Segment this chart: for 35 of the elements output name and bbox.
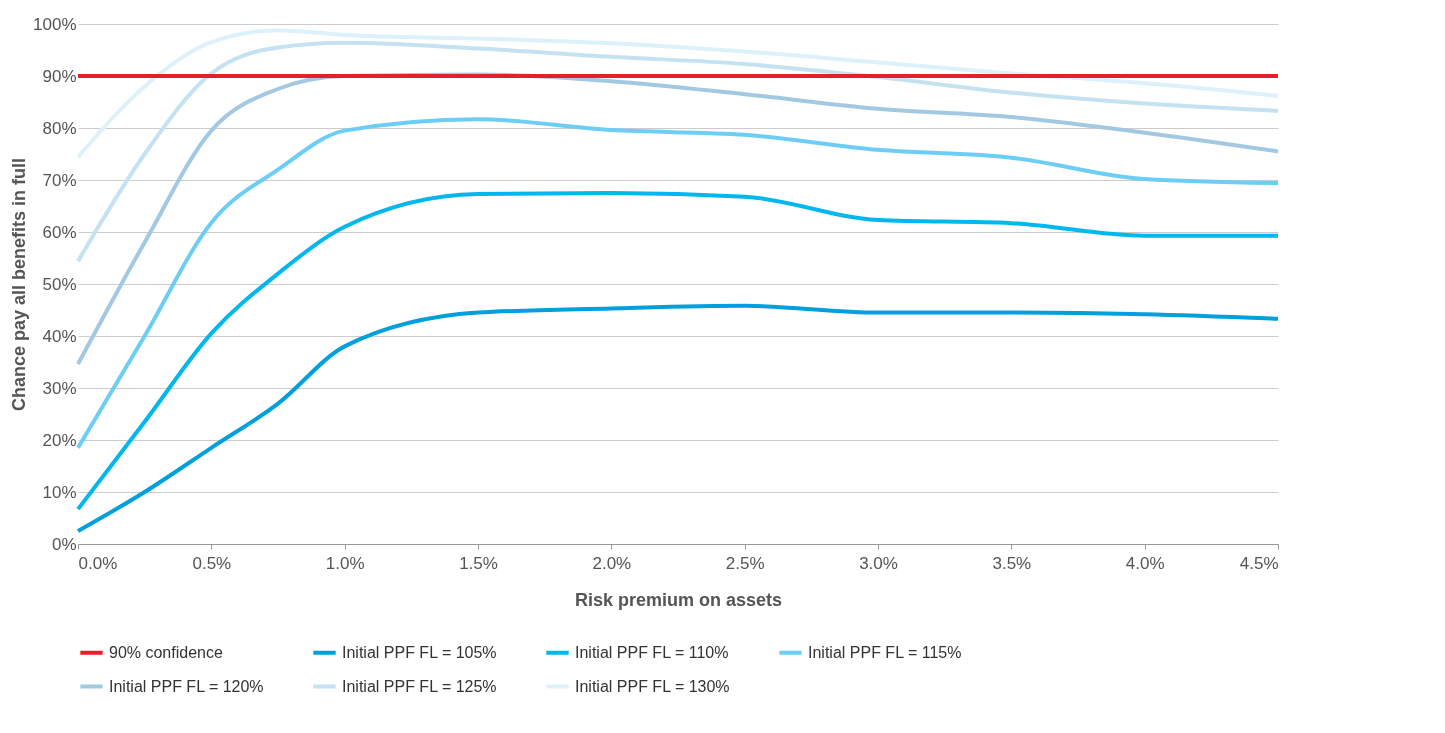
legend-label: Initial PPF FL = 120%: [109, 677, 264, 695]
legend-label: Initial PPF FL = 105%: [342, 643, 497, 661]
y-tick-label: 70%: [42, 170, 77, 190]
x-tick-label: 3.0%: [859, 553, 898, 573]
x-tick-label: 1.0%: [325, 553, 365, 573]
x-tick-label: 0.0%: [78, 553, 118, 573]
legend-label: Initial PPF FL = 125%: [342, 677, 497, 695]
legend-label: Initial PPF FL = 110%: [575, 643, 729, 661]
x-tick-label: 2.5%: [725, 553, 765, 573]
line-series: [76, 117, 1280, 450]
y-tick-label: 30%: [42, 378, 77, 398]
line-series: [76, 28, 1280, 160]
y-axis-title: Chance pay all benefits in full: [9, 157, 30, 412]
y-tick-label: 50%: [42, 274, 77, 294]
y-tick-label: 40%: [42, 326, 77, 346]
y-tick-label: 10%: [42, 482, 77, 502]
x-axis-title: Risk premium on assets: [574, 589, 783, 610]
line-series: [76, 40, 1280, 264]
x-tick-label: 4.5%: [1239, 553, 1279, 573]
line-series: [76, 303, 1280, 533]
legend-label: Initial PPF FL = 115%: [808, 643, 962, 661]
y-tick-label: 60%: [42, 222, 77, 242]
x-tick-label: 2.0%: [592, 553, 632, 573]
line-series: [76, 191, 1280, 512]
legend-label: 90% confidence: [109, 643, 223, 661]
y-tick-label: 100%: [33, 14, 77, 34]
y-tick-label: 20%: [42, 430, 77, 450]
x-tick-label: 0.5%: [192, 553, 232, 573]
x-tick-label: 4.0%: [1125, 553, 1165, 573]
y-tick-label: 90%: [42, 66, 77, 86]
y-tick-label: 0%: [51, 534, 77, 554]
y-tick-label: 80%: [42, 118, 77, 138]
legend-label: Initial PPF FL = 130%: [575, 677, 730, 695]
x-tick-label: 1.5%: [459, 553, 498, 573]
x-tick-label: 3.5%: [992, 553, 1032, 573]
